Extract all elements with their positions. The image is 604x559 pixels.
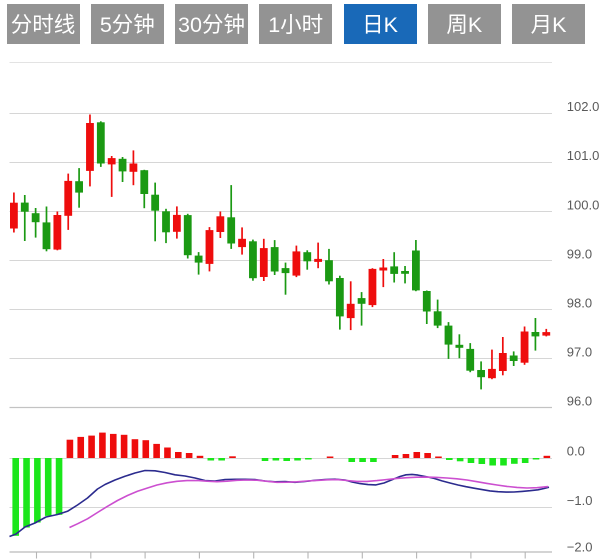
svg-text:97.0: 97.0 xyxy=(567,345,592,360)
svg-text:100.0: 100.0 xyxy=(567,197,600,212)
svg-text:99.0: 99.0 xyxy=(567,246,592,261)
svg-text:98.0: 98.0 xyxy=(567,296,592,311)
svg-text:0.0: 0.0 xyxy=(567,444,585,459)
svg-text:96.0: 96.0 xyxy=(567,394,592,409)
svg-text:102.0: 102.0 xyxy=(567,99,600,114)
svg-text:−1.0: −1.0 xyxy=(567,493,593,508)
svg-text:−2.0: −2.0 xyxy=(567,540,593,555)
svg-text:101.0: 101.0 xyxy=(567,148,600,163)
